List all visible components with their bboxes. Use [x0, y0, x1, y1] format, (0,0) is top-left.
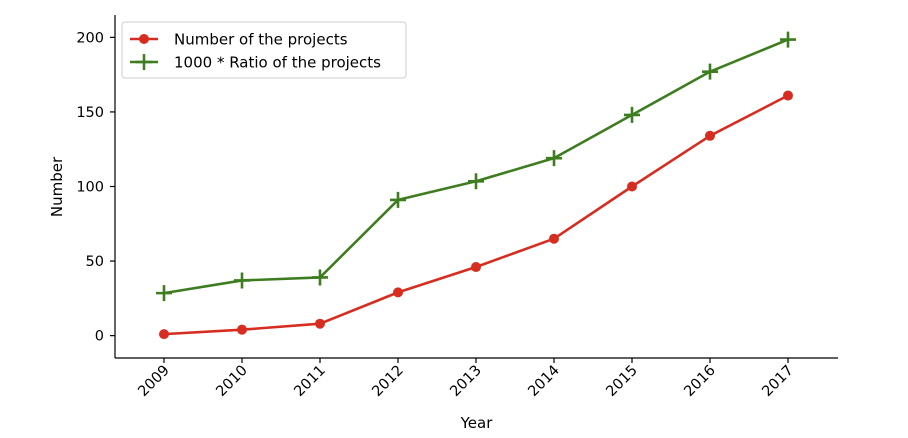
x-tick-label-2011: 2011: [291, 363, 328, 400]
data-point-s0-2014: [549, 233, 559, 244]
y-axis-title: Number: [48, 156, 66, 217]
data-point-s1-2010: [234, 272, 250, 289]
x-tick-label-2014: 2014: [525, 363, 562, 400]
data-point-s1-2009: [156, 285, 172, 302]
data-point-s1-2016: [702, 63, 718, 80]
data-point-s1-2011: [312, 269, 328, 286]
y-tick-label-0: 0: [95, 329, 104, 345]
data-point-s1-2017: [780, 31, 796, 48]
data-point-s0-2009: [159, 329, 169, 340]
data-point-s1-2012: [390, 191, 406, 208]
x-tick-label-2013: 2013: [447, 363, 484, 400]
x-tick-label-2017: 2017: [759, 363, 796, 400]
data-point-s0-2015: [627, 181, 637, 192]
legend-box: [121, 21, 407, 79]
x-tick-label-2012: 2012: [369, 363, 406, 400]
x-tick-label-2009: 2009: [135, 363, 172, 400]
data-point-s0-2013: [471, 262, 481, 273]
legend-label-ratio: 1000 * Ratio of the projects: [174, 54, 381, 72]
x-tick-label-2010: 2010: [213, 363, 250, 400]
y-tick-label-50: 50: [86, 254, 104, 270]
legend-entry-ratio: 1000 * Ratio of the projects: [130, 54, 381, 72]
y-tick-label-150: 150: [76, 105, 104, 121]
y-axis-ticks: 0 50 100 150 200: [76, 30, 115, 345]
data-point-s0-2010: [237, 324, 247, 335]
data-point-s1-2013: [468, 173, 484, 190]
legend-marker-ratio: [136, 54, 152, 70]
data-point-s0-2011: [315, 318, 325, 329]
data-point-s0-2012: [393, 287, 403, 298]
data-point-s0-2017: [783, 90, 793, 101]
plot-area: [156, 31, 796, 340]
y-tick-label-100: 100: [76, 180, 104, 196]
data-point-s0-2016: [705, 130, 715, 141]
legend-marker-number: [139, 34, 149, 44]
legend-entry-number: Number of the projects: [130, 31, 348, 49]
data-point-s1-2015: [624, 106, 640, 123]
x-tick-label-2016: 2016: [681, 363, 718, 400]
legend: Number of the projects 1000 * Ratio of t…: [121, 21, 407, 79]
x-tick-label-2015: 2015: [603, 363, 640, 400]
x-axis-ticks: 2009 2010 2011 2012 2013 2014 2015 2016 2017: [135, 358, 797, 400]
y-tick-label-200: 200: [76, 30, 104, 46]
x-axis-title: Year: [460, 414, 494, 432]
legend-label-number: Number of the projects: [174, 31, 348, 49]
series-line-0: [162, 94, 790, 336]
data-point-s1-2014: [546, 150, 562, 167]
